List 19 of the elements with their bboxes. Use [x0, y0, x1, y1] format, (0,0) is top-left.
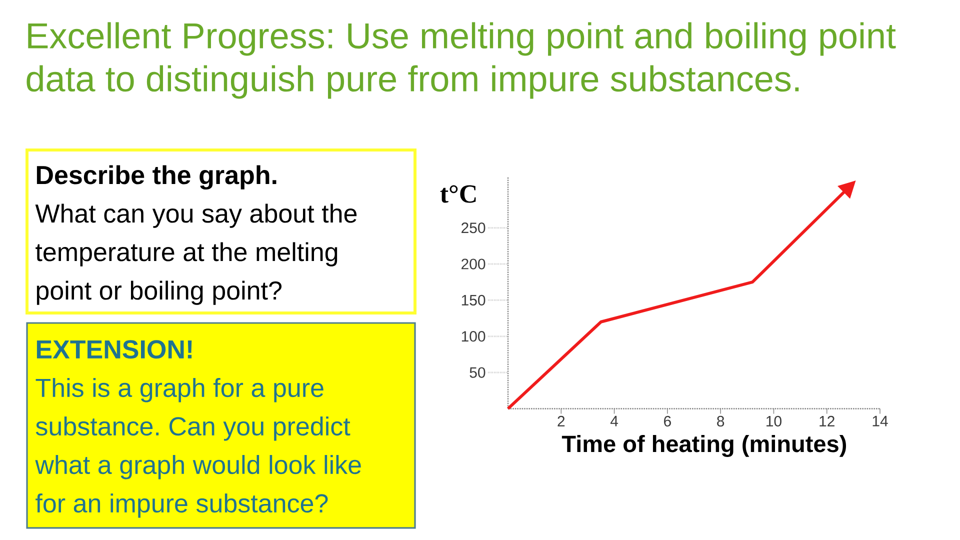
x-tick-label: 6 — [664, 416, 671, 426]
x-tick-label: 8 — [717, 416, 724, 426]
chart-title: Excellent Progress: Use melting point and boiling point data to distinguish pure from impure substances. — [26, 22, 896, 99]
y-tick-label: 50 — [470, 367, 486, 378]
y-tick-label: 200 — [462, 258, 486, 270]
text: This is a graph for a pure substance. Can you predict what a graph would look like for an impure substance? — [35, 378, 361, 518]
text: EXTENSION! — [36, 340, 192, 359]
x-tick-label: 14 — [872, 416, 888, 426]
text: Describe the graph. — [36, 165, 276, 190]
y-tick-label: 100 — [462, 331, 486, 342]
text: What can you say about the temperature at the melting point or boiling point? — [35, 204, 357, 305]
x-axis-title: Time of heating (minutes) — [562, 434, 846, 457]
x-tick-label: 4 — [610, 416, 618, 426]
x-tick-label: 10 — [766, 416, 782, 426]
x-tick-label: 2 — [558, 416, 565, 426]
y-tick-label: 250 — [462, 222, 486, 234]
y-tick-label: 150 — [462, 294, 486, 306]
x-tick-label: 12 — [820, 416, 834, 426]
y-axis-title: t°C — [440, 185, 476, 203]
